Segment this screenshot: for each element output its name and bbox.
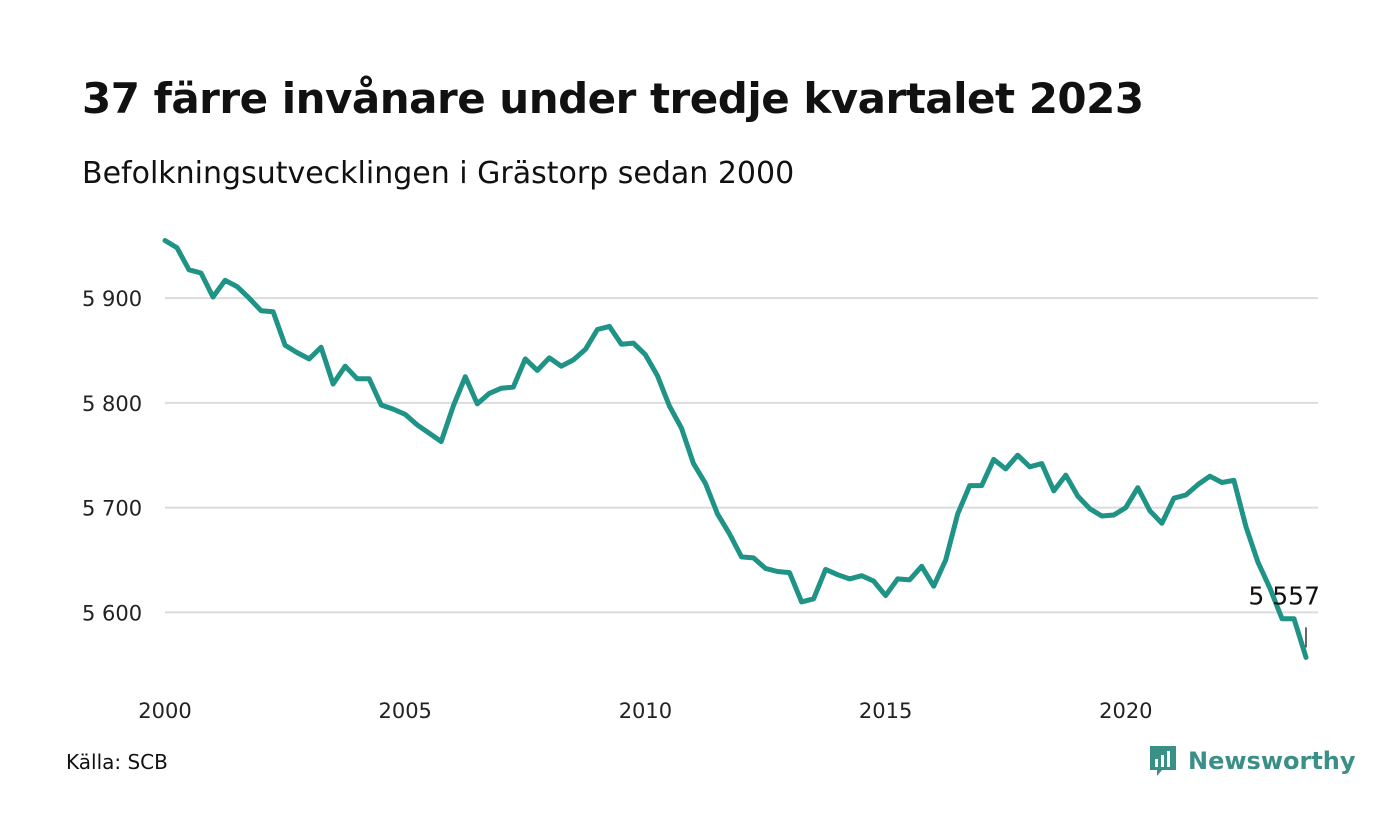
brand-name: Newsworthy bbox=[1188, 747, 1356, 775]
x-tick-label-2020: 2020 bbox=[1099, 699, 1152, 723]
x-tick-label-2005: 2005 bbox=[378, 699, 431, 723]
x-axis-tick-labels: 2000 2005 2010 2015 2020 bbox=[138, 699, 1152, 723]
x-tick-label-2015: 2015 bbox=[859, 699, 912, 723]
y-axis-tick-labels: 5 600 5 700 5 800 5 900 bbox=[82, 287, 142, 625]
x-tick-label-2010: 2010 bbox=[619, 699, 672, 723]
x-tick-label-2000: 2000 bbox=[138, 699, 191, 723]
source-note: Källa: SCB bbox=[66, 750, 168, 774]
chart-title: 37 färre invånare under tredje kvartalet… bbox=[82, 74, 1144, 123]
y-tick-label-5900: 5 900 bbox=[82, 287, 142, 311]
gridlines bbox=[165, 297, 1318, 614]
newsworthy-logo-icon bbox=[1150, 746, 1176, 776]
annotation-layer: 5 557 bbox=[1248, 581, 1320, 648]
end-value-label: 5 557 bbox=[1248, 581, 1320, 610]
chart-subtitle: Befolkningsutvecklingen i Grästorp sedan… bbox=[82, 156, 795, 191]
y-tick-label-5700: 5 700 bbox=[82, 497, 142, 521]
series-layer bbox=[162, 238, 1309, 660]
series-line-0 bbox=[162, 238, 1309, 660]
y-tick-label-5800: 5 800 bbox=[82, 392, 142, 416]
brand-logo[interactable]: Newsworthy bbox=[1148, 744, 1356, 778]
y-tick-label-5600: 5 600 bbox=[82, 601, 142, 625]
